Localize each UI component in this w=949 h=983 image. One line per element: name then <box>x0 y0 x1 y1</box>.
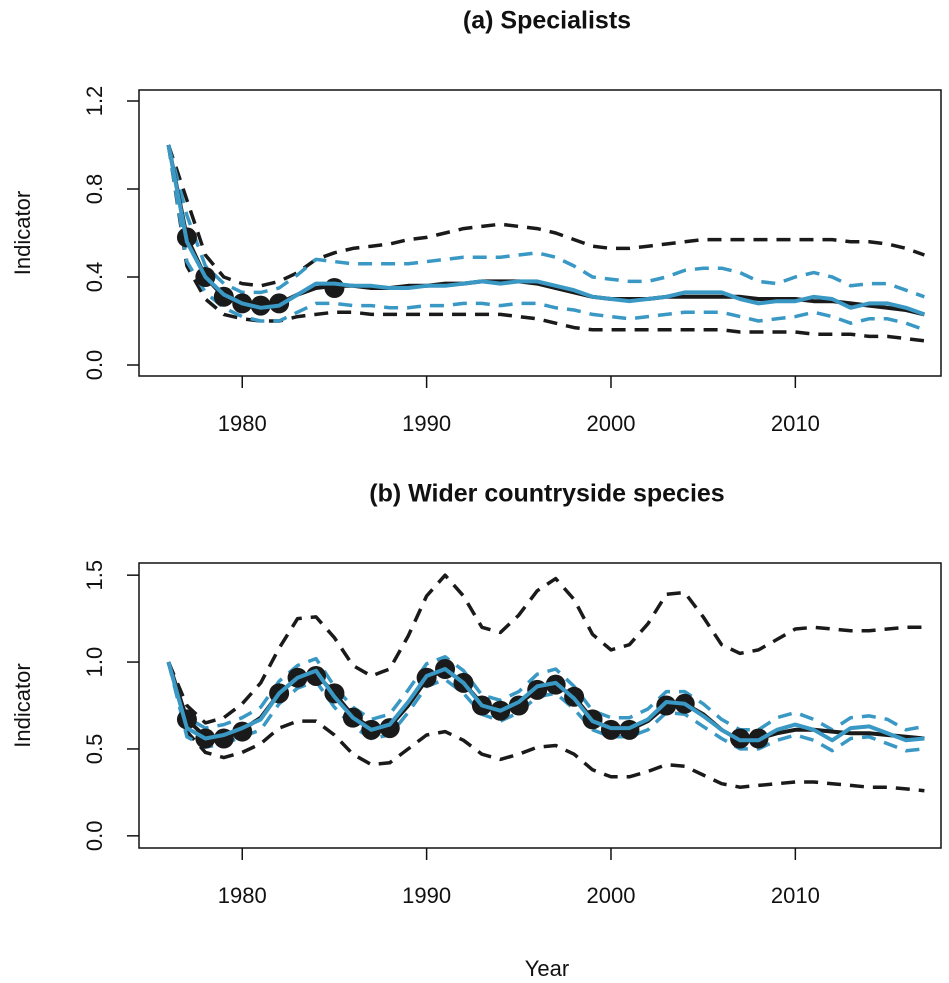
data-point <box>508 695 529 716</box>
x-tick-label: 2010 <box>771 411 820 436</box>
trend-line <box>166 144 926 317</box>
interval-line <box>166 144 925 332</box>
y-tick-label: 0.0 <box>82 821 107 852</box>
y-tick-label: 1.0 <box>82 647 107 678</box>
y-tick-label: 1.2 <box>82 86 107 117</box>
y-tick-label: 0.5 <box>82 734 107 765</box>
y-tick-label: 0.8 <box>82 174 107 205</box>
x-tick-label: 2000 <box>587 411 636 436</box>
x-tick-label: 1990 <box>402 411 451 436</box>
trend-line <box>166 144 925 317</box>
data-point <box>656 695 677 716</box>
interval-line <box>166 661 925 753</box>
chart-title: (b) Wider countryside species <box>369 480 724 508</box>
interval-line <box>166 661 925 793</box>
plot-frame <box>138 562 942 849</box>
data-point <box>324 278 345 298</box>
data-point <box>250 295 271 316</box>
x-tick-label: 1990 <box>402 883 451 908</box>
x-axis-label: Year <box>525 956 569 981</box>
y-tick-label: 1.5 <box>82 560 107 591</box>
interval-line <box>166 573 925 725</box>
y-axis-label: Indicator <box>10 663 35 747</box>
x-tick-label: 1980 <box>218 883 267 908</box>
interval-line <box>166 144 925 288</box>
chart-title: (a) Specialists <box>463 7 631 35</box>
data-point <box>379 718 400 739</box>
y-tick-label: 0.0 <box>82 350 107 381</box>
y-tick-label: 0.4 <box>82 262 107 293</box>
interval-line <box>166 655 925 732</box>
x-tick-label: 2010 <box>771 883 820 908</box>
trend-line <box>166 661 925 743</box>
x-tick-label: 2000 <box>587 883 636 908</box>
interval-line <box>166 144 925 343</box>
x-tick-label: 1980 <box>218 411 267 436</box>
interval-line <box>166 144 925 299</box>
plot-frame <box>138 89 942 377</box>
y-axis-label: Indicator <box>10 191 35 275</box>
